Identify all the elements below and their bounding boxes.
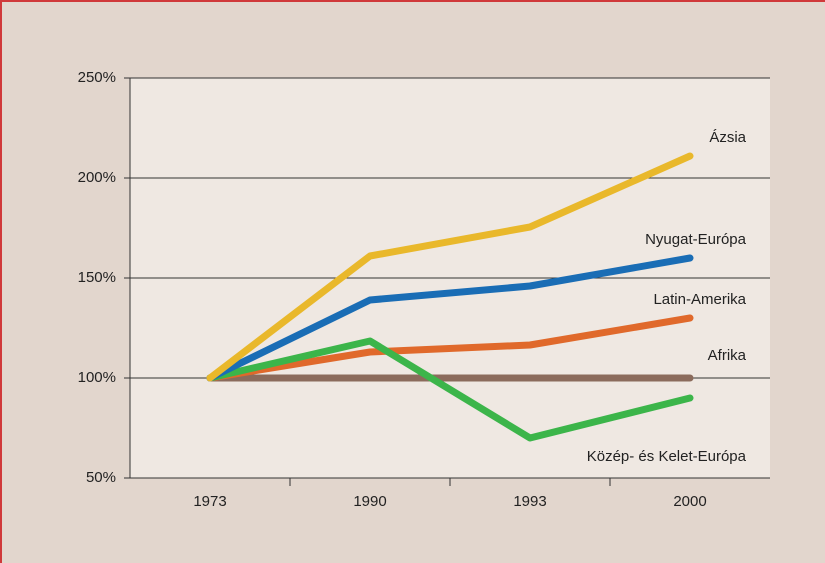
x-tick-label: 2000 bbox=[673, 493, 706, 510]
series-label: Nyugat-Európa bbox=[645, 231, 747, 248]
series-line bbox=[206, 337, 694, 442]
x-tick-label: 1993 bbox=[513, 493, 546, 510]
y-tick-label: 200% bbox=[78, 169, 116, 186]
series-label: Ázsia bbox=[709, 129, 746, 146]
series-label: Latin-Amerika bbox=[653, 291, 746, 308]
y-tick-label: 250% bbox=[78, 69, 116, 86]
y-tick-label: 50% bbox=[86, 469, 116, 486]
series-label: Afrika bbox=[708, 347, 747, 364]
series-line bbox=[206, 254, 694, 382]
series-line bbox=[206, 314, 694, 382]
x-tick-label: 1990 bbox=[353, 493, 386, 510]
series-line bbox=[206, 152, 694, 382]
y-tick-label: 150% bbox=[78, 269, 116, 286]
x-tick-label: 1973 bbox=[193, 493, 226, 510]
y-tick-label: 100% bbox=[78, 369, 116, 386]
series-label: Közép- és Kelet-Európa bbox=[587, 448, 747, 465]
